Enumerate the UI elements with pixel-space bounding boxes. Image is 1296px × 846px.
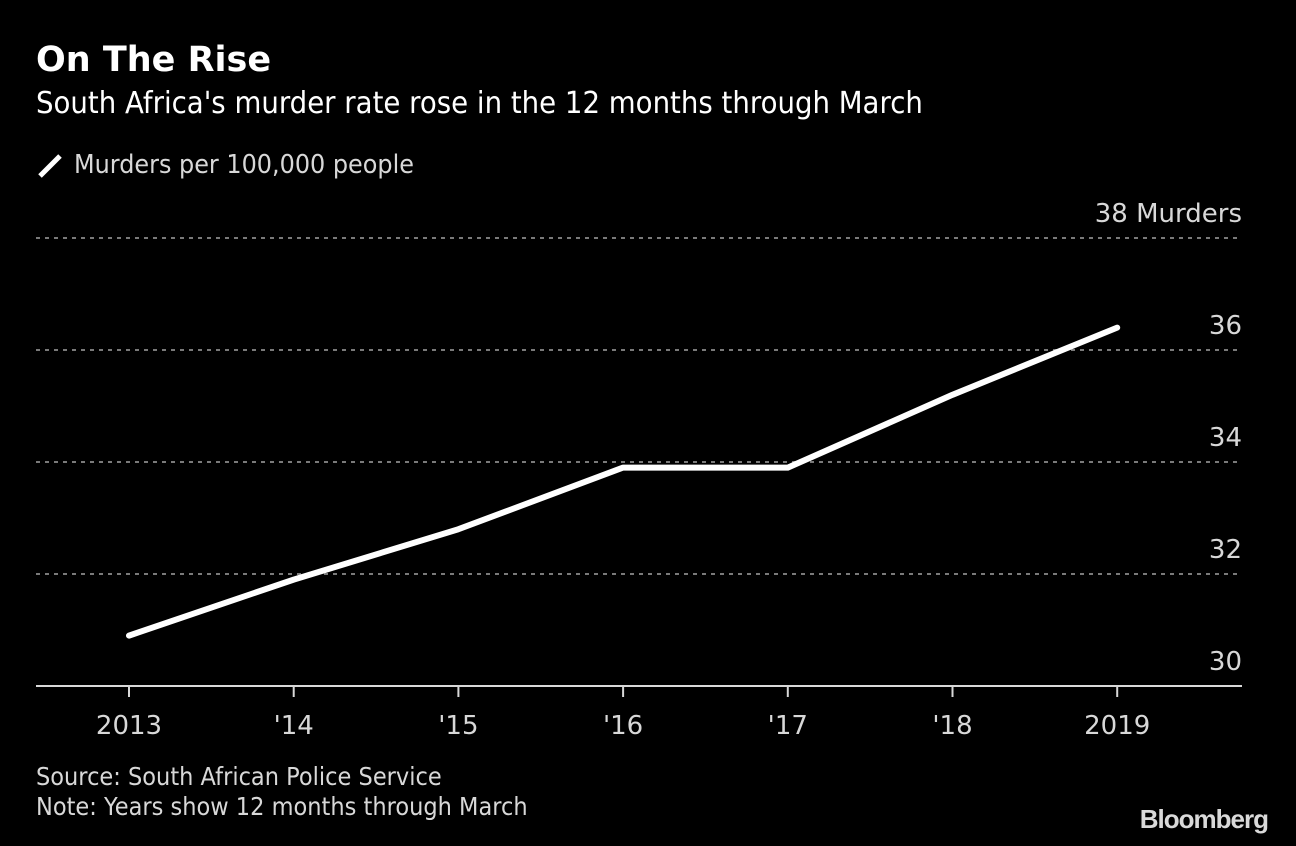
line-swatch-icon xyxy=(38,154,62,178)
y-tick-label: 32 xyxy=(1209,535,1242,565)
y-tick-label: 30 xyxy=(1209,647,1242,677)
footnote: Note: Years show 12 months through March xyxy=(36,792,528,821)
x-tick-label: '16 xyxy=(603,711,643,741)
x-tick-label: '15 xyxy=(438,711,478,741)
y-tick-label: 34 xyxy=(1209,423,1242,453)
y-tick-label: 38 Murders xyxy=(1095,199,1242,229)
legend-label: Murders per 100,000 people xyxy=(74,150,414,180)
chart-subtitle: South Africa's murder rate rose in the 1… xyxy=(36,86,923,121)
x-axis: 2013 '14 '15 '16 '17 '18 2019 xyxy=(36,685,1242,741)
x-tick-label: '18 xyxy=(932,711,972,741)
bloomberg-logo: Bloomberg xyxy=(1139,804,1269,834)
series-group xyxy=(126,324,1121,639)
source-note: Source: South African Police Service xyxy=(36,762,442,791)
y-axis-labels: 30 32 34 36 38 Murders xyxy=(1095,199,1242,677)
legend: Murders per 100,000 people xyxy=(36,150,444,180)
series-line xyxy=(126,324,1121,639)
y-tick-label: 36 xyxy=(1209,311,1242,341)
gridlines xyxy=(36,237,1242,575)
x-tick-label: 2019 xyxy=(1084,711,1150,741)
chart-title: On The Rise xyxy=(36,40,272,80)
x-tick-label: '17 xyxy=(768,711,808,741)
x-tick-label: '14 xyxy=(274,711,314,741)
x-tick-label: 2013 xyxy=(96,711,162,741)
